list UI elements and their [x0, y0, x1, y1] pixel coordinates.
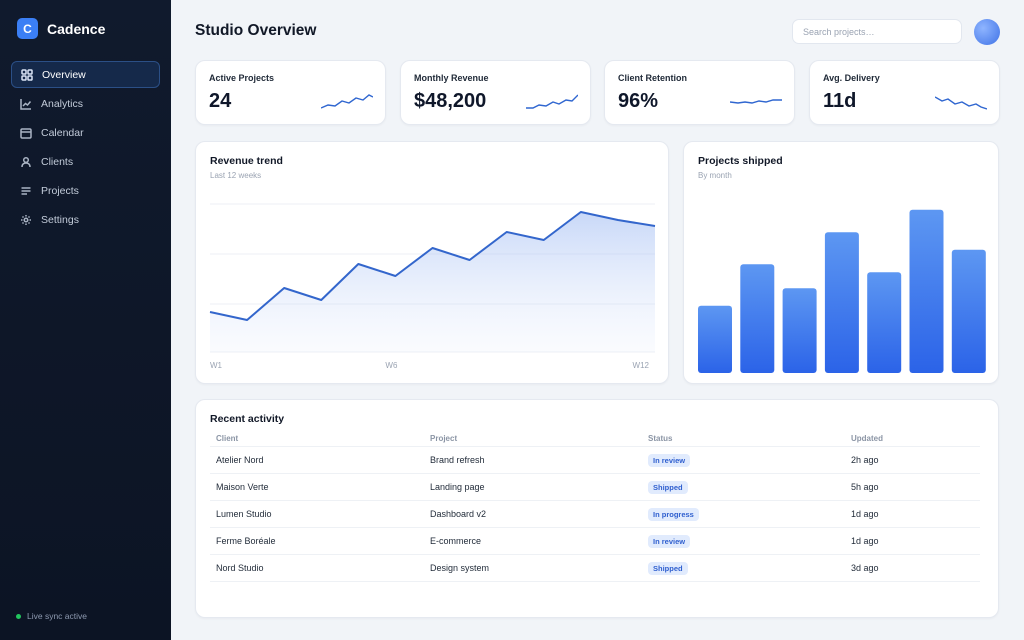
sidebar-nav: Overview Analytics Calendar Clients Proj…	[11, 61, 160, 235]
sidebar-item-calendar[interactable]: Calendar	[11, 119, 160, 146]
x-tick-label: W12	[633, 361, 650, 370]
cell-client: Ferme Boréale	[216, 536, 276, 546]
bar	[909, 209, 944, 373]
sidebar-item-label: Clients	[41, 155, 74, 168]
sidebar: C Cadence Overview Analytics Calendar Cl…	[0, 0, 171, 640]
sync-status-text: Live sync active	[27, 611, 87, 621]
cell-project: Brand refresh	[430, 455, 485, 465]
user-icon	[21, 156, 31, 167]
bar	[824, 232, 859, 373]
cell-client: Lumen Studio	[216, 509, 272, 519]
kpi-value: 24	[209, 90, 232, 112]
cell-updated: 2h ago	[851, 455, 879, 465]
list-icon	[21, 186, 31, 195]
projects-shipped-card: Projects shipped By month	[683, 141, 999, 384]
cell-updated: 1d ago	[851, 509, 879, 519]
kpi-value: $48,200	[414, 90, 487, 112]
kpi-label: Monthly Revenue	[414, 73, 489, 83]
grid-icon	[21, 68, 33, 81]
sparkline	[730, 99, 782, 104]
table-row[interactable]: Ferme Boréale E-commerce In review 1d ag…	[210, 528, 980, 555]
sidebar-item-clients[interactable]: Clients	[11, 148, 160, 175]
cell-updated: 3d ago	[851, 563, 879, 573]
bar	[740, 264, 775, 373]
status-badge: Shipped	[648, 561, 688, 575]
sidebar-item-label: Projects	[41, 184, 79, 197]
line-chart-icon	[20, 98, 32, 110]
brand-name: Cadence	[47, 20, 106, 37]
revenue-trend-card: Revenue trend Last 12 weeks W1 W6 W12	[195, 141, 669, 384]
sidebar-item-analytics[interactable]: Analytics	[11, 90, 160, 117]
cell-client: Nord Studio	[216, 563, 264, 573]
gear-icon	[21, 214, 31, 225]
column-header-project: Project	[430, 433, 458, 443]
x-tick-label: W6	[385, 361, 398, 370]
card-subtitle: Last 12 weeks	[210, 171, 262, 180]
search-input[interactable]	[792, 19, 962, 44]
sparkline	[935, 96, 987, 110]
revenue-chart: W1 W6 W12	[209, 203, 656, 370]
status-dot-icon	[16, 613, 21, 619]
bar	[782, 288, 817, 373]
kpi-label: Client Retention	[618, 73, 687, 83]
bar	[698, 305, 732, 373]
table-row[interactable]: Nord Studio Design system Shipped 3d ago	[210, 555, 980, 582]
kpi-card-avg-delivery: Avg. Delivery 11d	[809, 60, 1000, 125]
revenue-area	[210, 212, 655, 352]
status-badge: In progress	[648, 507, 699, 521]
revenue-line	[209, 211, 656, 321]
calendar-icon	[20, 127, 32, 139]
sidebar-item-overview[interactable]: Overview	[11, 61, 160, 88]
kpi-label: Active Projects	[209, 73, 275, 83]
sparkline	[526, 94, 578, 109]
status-badge: In review	[648, 453, 691, 467]
status-badge: Shipped	[648, 480, 688, 494]
sidebar-item-label: Calendar	[41, 126, 84, 139]
sidebar-item-label: Analytics	[41, 97, 84, 110]
activity-table: Client Project Status Updated Atelier No…	[210, 430, 980, 582]
recent-activity-card: Recent activity Client Project Status Up…	[195, 399, 999, 618]
cell-updated: 1d ago	[851, 536, 879, 546]
kpi-label: Avg. Delivery	[823, 73, 880, 83]
column-header-status: Status	[648, 433, 673, 443]
kpi-card-client-retention: Client Retention 96%	[604, 60, 795, 125]
avatar[interactable]	[974, 19, 1000, 45]
kpi-card-monthly-revenue: Monthly Revenue $48,200	[400, 60, 591, 125]
kpi-value: 11d	[823, 90, 857, 112]
kpi-card-active-projects: Active Projects 24	[195, 60, 386, 125]
brand[interactable]: C Cadence	[17, 18, 105, 39]
bar	[867, 272, 902, 373]
column-header-updated: Updated	[851, 433, 883, 443]
card-title: Revenue trend	[210, 155, 283, 167]
status-badge: In review	[648, 534, 691, 548]
cell-client: Atelier Nord	[216, 455, 264, 465]
sparkline	[321, 94, 373, 109]
card-title: Projects shipped	[698, 155, 783, 167]
sidebar-item-projects[interactable]: Projects	[11, 177, 160, 204]
table-row[interactable]: Lumen Studio Dashboard v2 In progress 1d…	[210, 501, 980, 528]
projects-shipped-chart	[698, 209, 986, 373]
sidebar-item-label: Overview	[42, 68, 86, 81]
cell-client: Maison Verte	[216, 482, 269, 492]
cell-project: E-commerce	[430, 536, 482, 546]
bar	[951, 249, 986, 373]
cell-updated: 5h ago	[851, 482, 879, 492]
table-header: Client Project Status Updated	[210, 430, 980, 447]
kpi-value: 96%	[618, 90, 659, 112]
table-row[interactable]: Maison Verte Landing page Shipped 5h ago	[210, 474, 980, 501]
brand-logo: C	[17, 18, 38, 39]
column-header-client: Client	[216, 433, 239, 443]
x-tick-label: W1	[210, 361, 223, 370]
cell-project: Landing page	[430, 482, 485, 492]
sidebar-item-label: Settings	[41, 213, 79, 226]
sync-status: Live sync active	[16, 611, 87, 621]
cell-project: Design system	[430, 563, 490, 573]
card-title: Recent activity	[210, 413, 285, 425]
cell-project: Dashboard v2	[430, 509, 487, 519]
page-title: Studio Overview	[195, 22, 317, 39]
table-row[interactable]: Atelier Nord Brand refresh In review 2h …	[210, 447, 980, 474]
card-subtitle: By month	[698, 171, 732, 180]
sidebar-item-settings[interactable]: Settings	[11, 206, 160, 233]
